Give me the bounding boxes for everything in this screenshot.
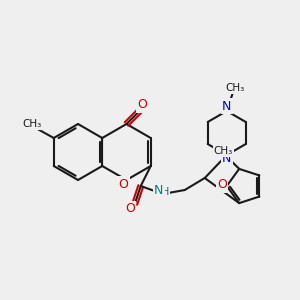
Text: N: N [222, 100, 231, 112]
Text: N: N [154, 184, 164, 196]
Text: CH₃: CH₃ [22, 119, 41, 129]
Text: O: O [138, 98, 147, 112]
Text: O: O [217, 178, 227, 191]
Text: CH₃: CH₃ [225, 83, 244, 93]
Text: CH₃: CH₃ [214, 146, 233, 156]
Text: O: O [125, 202, 135, 215]
Text: H: H [160, 187, 169, 197]
Text: O: O [118, 178, 128, 190]
Text: N: N [222, 152, 231, 166]
